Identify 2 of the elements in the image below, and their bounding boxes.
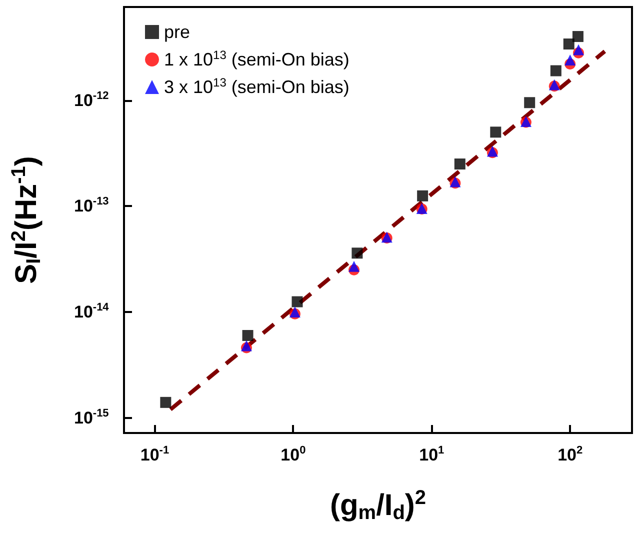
legend-label: pre [164, 22, 190, 42]
y-axis-title: SI/I2(Hz-1) [8, 156, 45, 284]
